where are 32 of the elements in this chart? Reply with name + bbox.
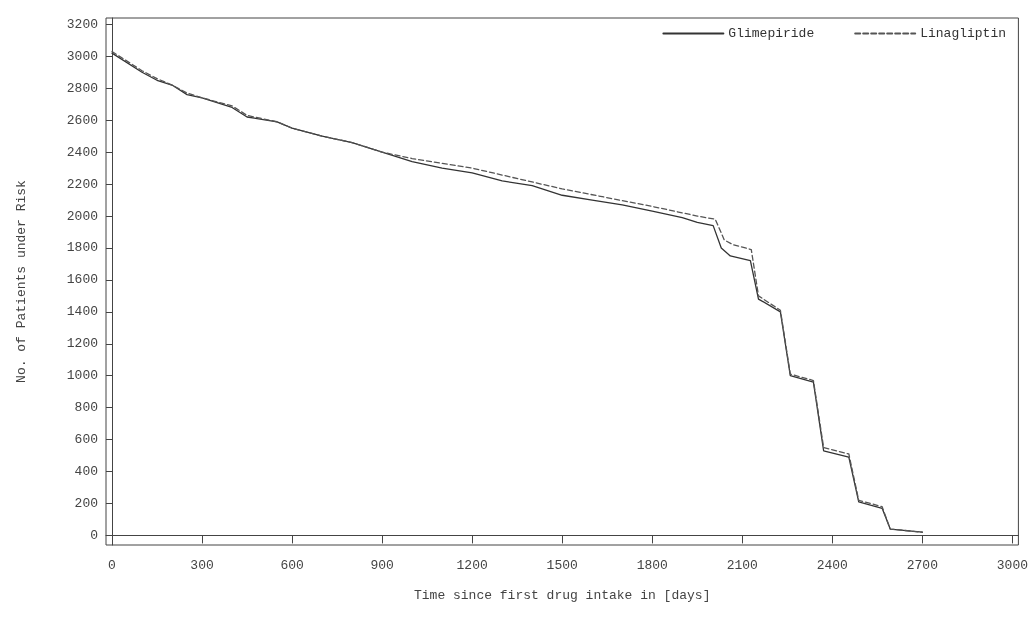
- y-tick-label: 1600: [66, 272, 98, 288]
- x-tick-label: 1500: [546, 558, 578, 573]
- y-tick-label: 200: [74, 495, 98, 511]
- y-tick-label: 1000: [66, 368, 98, 384]
- legend-label: Glimepiride: [728, 26, 815, 41]
- y-tick-label: 1800: [66, 240, 98, 256]
- y-tick-label: 2600: [66, 112, 98, 128]
- x-tick-label: 2700: [906, 558, 938, 573]
- x-tick-label: 2400: [816, 558, 848, 573]
- x-tick-label: 2100: [726, 558, 758, 573]
- x-tick-label: 3000: [996, 558, 1029, 573]
- y-tick-label: 3000: [66, 48, 98, 64]
- y-tick-label: 2400: [66, 144, 98, 160]
- y-tick-label: 0: [90, 527, 98, 543]
- x-tick-label: 1800: [636, 558, 668, 573]
- y-tick-label: 3200: [66, 16, 98, 32]
- x-tick-label: 300: [190, 558, 214, 573]
- x-tick-label: 1200: [456, 558, 488, 573]
- x-axis-title: Time since first drug intake in [days]: [413, 588, 711, 603]
- y-tick-label: 2200: [66, 176, 98, 192]
- y-tick-label: 2000: [66, 208, 98, 224]
- y-axis-title: No. of Patients under Risk: [14, 179, 29, 383]
- y-tick-label: 1400: [66, 304, 98, 320]
- y-tick-label: 400: [74, 464, 98, 480]
- x-tick-label: 900: [370, 558, 394, 573]
- y-tick-label: 600: [74, 432, 98, 448]
- y-tick-label: 800: [74, 400, 98, 416]
- x-tick-label: 0: [108, 558, 116, 573]
- y-tick-label: 2800: [66, 80, 98, 96]
- y-tick-label: 1200: [66, 336, 98, 352]
- x-tick-label: 600: [280, 558, 304, 573]
- legend-label: Linagliptin: [920, 26, 1007, 41]
